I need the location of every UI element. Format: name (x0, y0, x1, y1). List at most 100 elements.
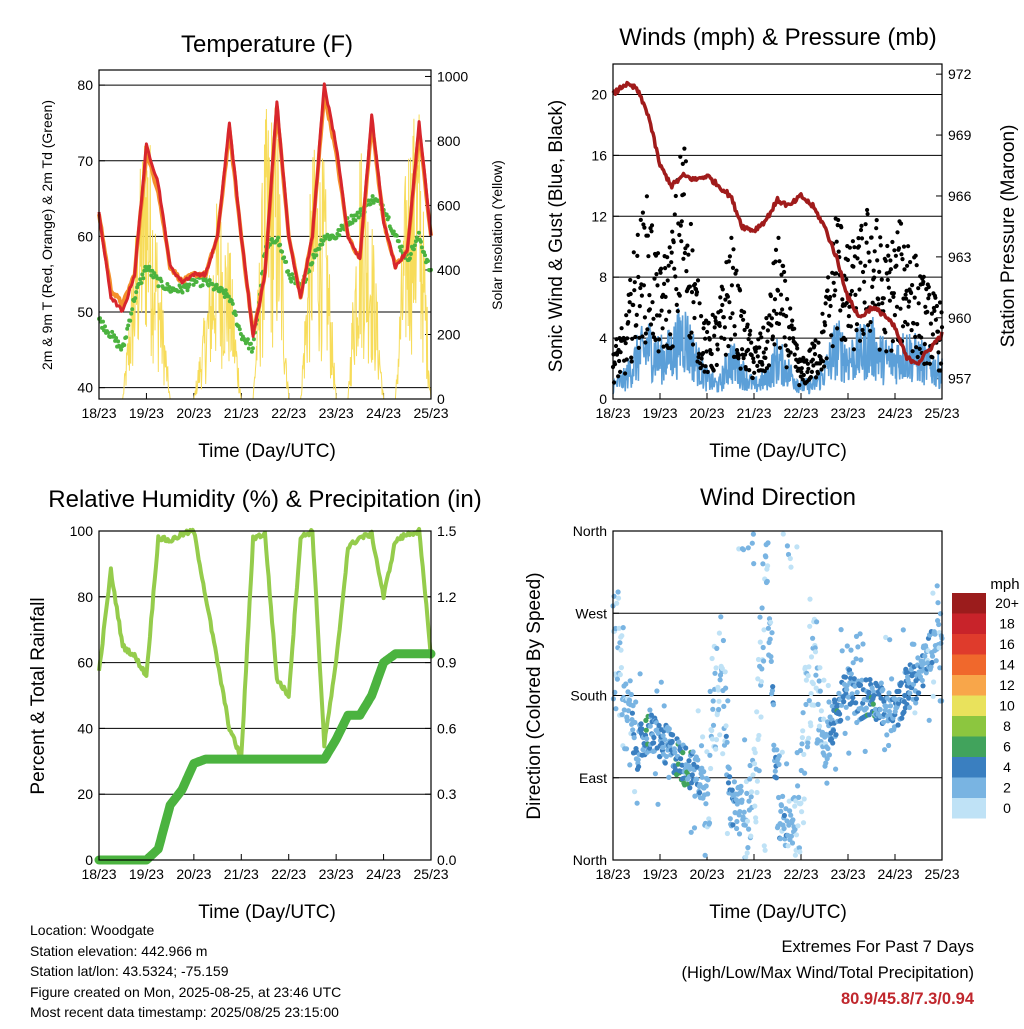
gust-point (750, 375, 755, 381)
direction-point (849, 691, 855, 697)
direction-point (757, 639, 763, 645)
temperature-y2tick-label: 200 (437, 326, 461, 342)
direction-point (695, 757, 701, 763)
temperature-xlabel: Time (Day/UTC) (198, 441, 336, 462)
wind-ytick-label: 20 (591, 86, 607, 102)
gust-point (824, 356, 829, 361)
wind-y2tick-label: 972 (948, 66, 972, 82)
extremes-heading: Extremes For Past 7 Days (781, 938, 974, 956)
gust-point (758, 331, 763, 336)
gust-point (644, 194, 650, 199)
direction-point (706, 820, 713, 826)
gust-point (908, 260, 913, 265)
gust-point (659, 308, 664, 313)
gust-point (809, 369, 815, 374)
gust-point (782, 335, 787, 340)
direction-point (859, 677, 865, 683)
legend-swatch (952, 613, 986, 634)
gust-point (714, 362, 719, 368)
gust-point (861, 331, 866, 336)
gust-point (701, 326, 706, 331)
direction-point (833, 732, 839, 738)
gust-point (927, 292, 932, 297)
direction-point (751, 761, 758, 767)
dewpoint-point (237, 327, 242, 332)
legend-swatch (952, 777, 986, 798)
direction-xlabel: Time (Day/UTC) (709, 902, 847, 923)
gust-point (937, 300, 943, 305)
direction-point (709, 655, 715, 662)
gust-point (770, 334, 776, 339)
direction-point (858, 657, 864, 663)
dewpoint-point (278, 242, 283, 247)
t2m-line (97, 82, 433, 338)
direction-point (625, 708, 632, 714)
humidity-plot-border (98, 530, 432, 861)
gust-point (779, 272, 784, 277)
gust-point (902, 267, 907, 272)
gust-point (778, 292, 784, 297)
gust-point (844, 277, 849, 282)
direction-point (635, 757, 641, 763)
direction-point (825, 682, 831, 689)
direction-point (710, 698, 716, 704)
gust-point (734, 268, 739, 273)
gust-point (627, 309, 632, 314)
direction-xtick-label: 25/23 (924, 866, 959, 882)
gust-point (854, 328, 859, 333)
gust-point (681, 256, 686, 261)
gust-point (888, 267, 894, 272)
direction-point (763, 554, 769, 560)
humidity-xtick-label: 22/23 (271, 866, 306, 882)
direction-point (886, 742, 892, 749)
direction-point (780, 793, 786, 800)
dewpoint-point (119, 347, 124, 352)
gust-point (800, 377, 805, 382)
direction-point (765, 563, 771, 569)
direction-point (901, 709, 907, 715)
gust-point (864, 240, 869, 245)
gust-point (909, 328, 914, 333)
direction-xtick-label: 18/23 (595, 866, 630, 882)
dewpoint-point (386, 215, 391, 220)
gust-point (625, 336, 630, 341)
direction-point (922, 653, 928, 659)
direction-point (883, 703, 890, 710)
gust-point (699, 314, 704, 319)
gust-point (892, 248, 897, 253)
dewpoint-point (412, 243, 417, 248)
direction-point (825, 745, 831, 752)
gust-point (794, 343, 799, 348)
direction-point (845, 715, 851, 721)
direction-point (629, 710, 636, 716)
direction-point (748, 794, 754, 800)
legend-swatch (952, 593, 986, 614)
gust-point (678, 154, 683, 159)
direction-point (759, 666, 765, 672)
direction-point (823, 760, 829, 766)
direction-point (660, 744, 666, 751)
direction-point (720, 751, 726, 757)
gust-point (652, 276, 657, 281)
wind-plot-border (612, 63, 943, 400)
direction-point (816, 678, 822, 684)
direction-point (702, 852, 708, 858)
direction-point (705, 777, 711, 783)
temperature-title: Temperature (F) (181, 31, 353, 58)
direction-point (666, 726, 672, 732)
dewpoint-point (194, 279, 199, 284)
gust-point (697, 301, 702, 306)
temperature-xtick-label: 20/23 (176, 405, 211, 421)
dewpoint-point (287, 272, 292, 277)
direction-point (878, 680, 884, 686)
gust-point (748, 328, 753, 333)
dewpoint-point (276, 235, 281, 240)
direction-point (697, 790, 703, 796)
temperature-ytick-label: 80 (77, 77, 93, 93)
gust-point (769, 323, 774, 328)
direction-point (733, 797, 739, 803)
gust-point (933, 317, 939, 322)
dewpoint-point (419, 245, 424, 250)
gust-point (867, 259, 872, 264)
gust-point (812, 352, 818, 357)
